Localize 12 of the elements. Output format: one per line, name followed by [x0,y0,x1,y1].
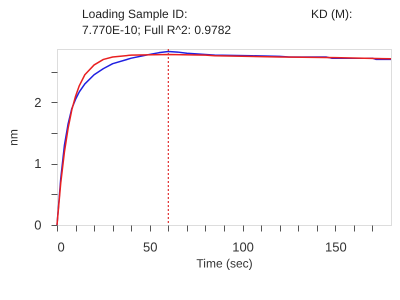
y-tick-label: 2 [34,94,42,110]
y-tick-label: 0 [34,218,42,232]
x-tick-label: 50 [143,240,158,254]
y-axis-title: nm [6,129,20,146]
x-axis-title: Time (sec) [196,256,253,270]
x-tick-label: 150 [324,240,347,254]
x-tick-label: 100 [232,240,254,254]
y-tick-label: 1 [34,156,42,172]
text: KD (M): [311,7,352,21]
x-tick-label: 0 [58,240,65,254]
chart-title: Loading Sample ID: [82,7,188,21]
chart-subtitle: 7.770E-10; Full R^2: 0.9782 [82,23,232,37]
